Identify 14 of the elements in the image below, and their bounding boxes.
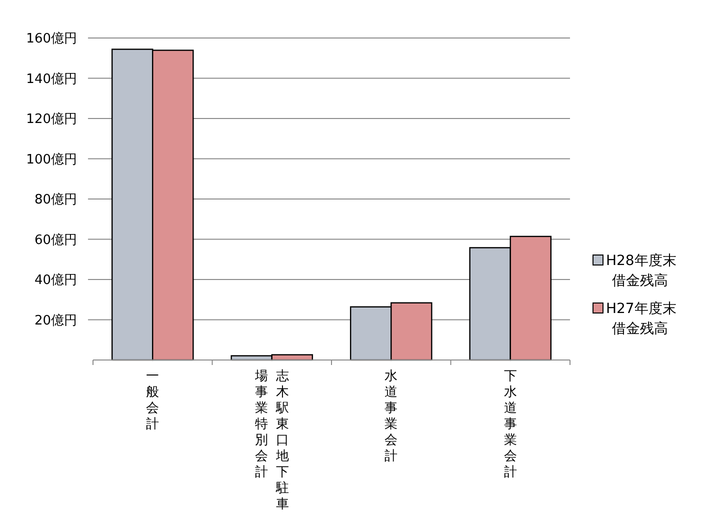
y-tick-label: 20億円 — [34, 313, 77, 328]
x-tick-label: 水道事業会計 — [384, 369, 398, 466]
x-tick-label: 一般会計 — [146, 369, 160, 434]
y-tick-label: 80億円 — [34, 192, 77, 208]
y-tick-label: 60億円 — [34, 232, 77, 248]
x-tick-label: 下水道事業会計 — [503, 369, 518, 482]
legend-label: H28年度末借金残高 — [606, 253, 676, 289]
category-label: 志木駅東口地下駐車場事業特別会計 — [254, 369, 289, 512]
y-tick-label: 120億円 — [26, 112, 77, 128]
y-tick-label: 160億円 — [26, 32, 77, 47]
y-tick-label: 140億円 — [26, 72, 77, 87]
legend-label: H27年度末借金残高 — [606, 301, 676, 337]
y-tick-label: 100億円 — [26, 152, 77, 168]
y-tick-label: 40億円 — [34, 273, 77, 288]
